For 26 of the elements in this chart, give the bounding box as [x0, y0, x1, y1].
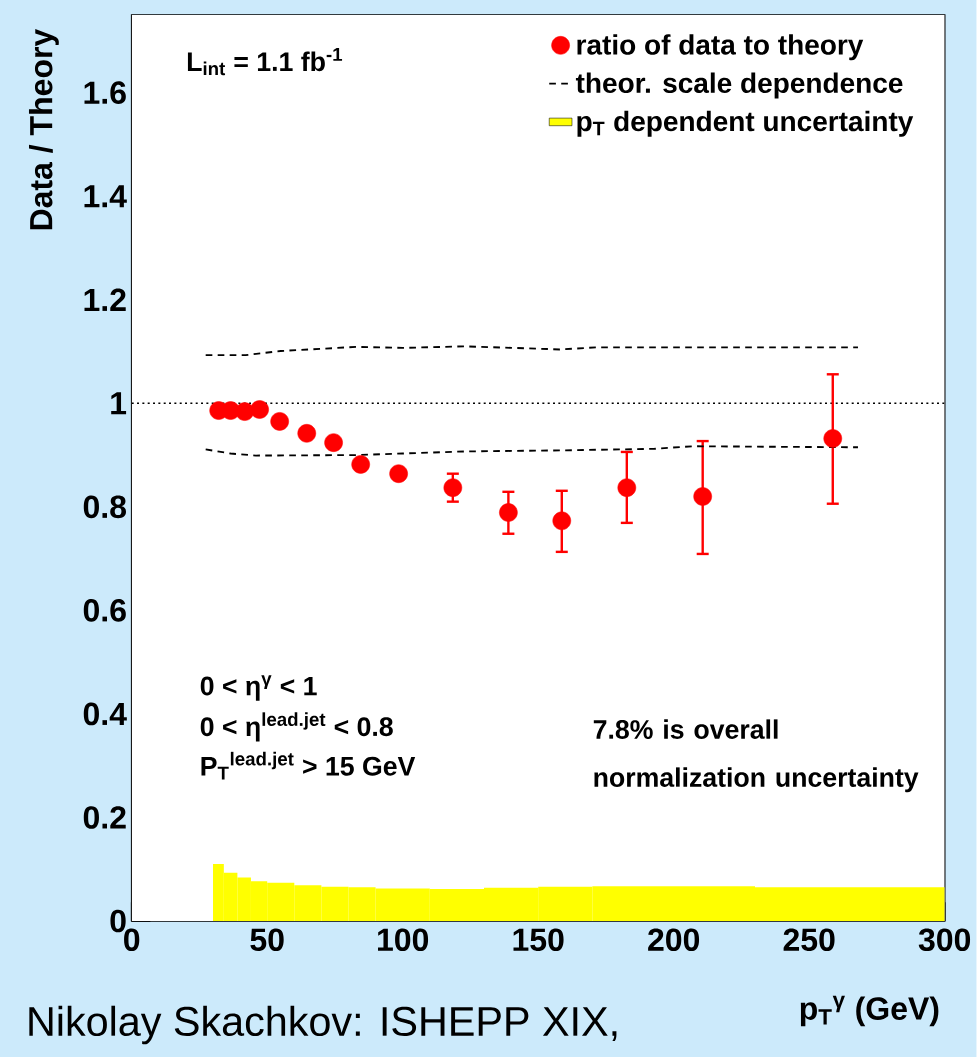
x-tick-label: 250	[783, 928, 835, 952]
x-tick-label: 300	[918, 928, 971, 952]
annotation: P$_{T}$$^{lead.jet}$ > 15 GeV	[201, 751, 416, 780]
annotation: 0 < η$^{lead.jet}$ < 0.8	[200, 712, 393, 742]
x-tick-label: 50	[250, 928, 284, 952]
annotation: L$_{int}$ = 1.1 fb$^{-1}$	[188, 48, 343, 76]
legend-label: ratio of data to theory	[577, 34, 864, 61]
y-tick-label: 1	[111, 392, 127, 415]
annotation: 0 < η$^{γ}$ < 1	[200, 675, 317, 701]
y-tick-label: 0	[110, 909, 126, 933]
legend-label: theor. scale dependence	[576, 72, 903, 99]
y-tick-label: 0.2	[83, 806, 126, 829]
y-tick-label: 1.6	[84, 81, 126, 104]
y-tick-label: 0.8	[83, 495, 127, 519]
annotation: 7.8% is overall normalization uncertainty	[593, 719, 919, 793]
x-tick-label: 200	[648, 928, 700, 952]
y-tick-label: 1.2	[84, 288, 126, 311]
text: Nikolay Skachkov: ISHEPP XIX,	[29, 1005, 617, 1045]
legend-label: p$_{T}$ dependent uncertainty	[577, 110, 914, 137]
y-tick-label: 1.4	[84, 185, 127, 208]
y-axis-title: Data / Theory	[29, 28, 59, 230]
y-tick-label: 0.6	[83, 599, 126, 622]
y-tick-label: 0.4	[83, 702, 127, 726]
x-tick-label: 100	[378, 928, 429, 952]
x-axis-title: p$_{T}$$^{γ}$ (GeV)	[801, 995, 939, 1027]
x-tick-label: 150	[513, 928, 564, 952]
